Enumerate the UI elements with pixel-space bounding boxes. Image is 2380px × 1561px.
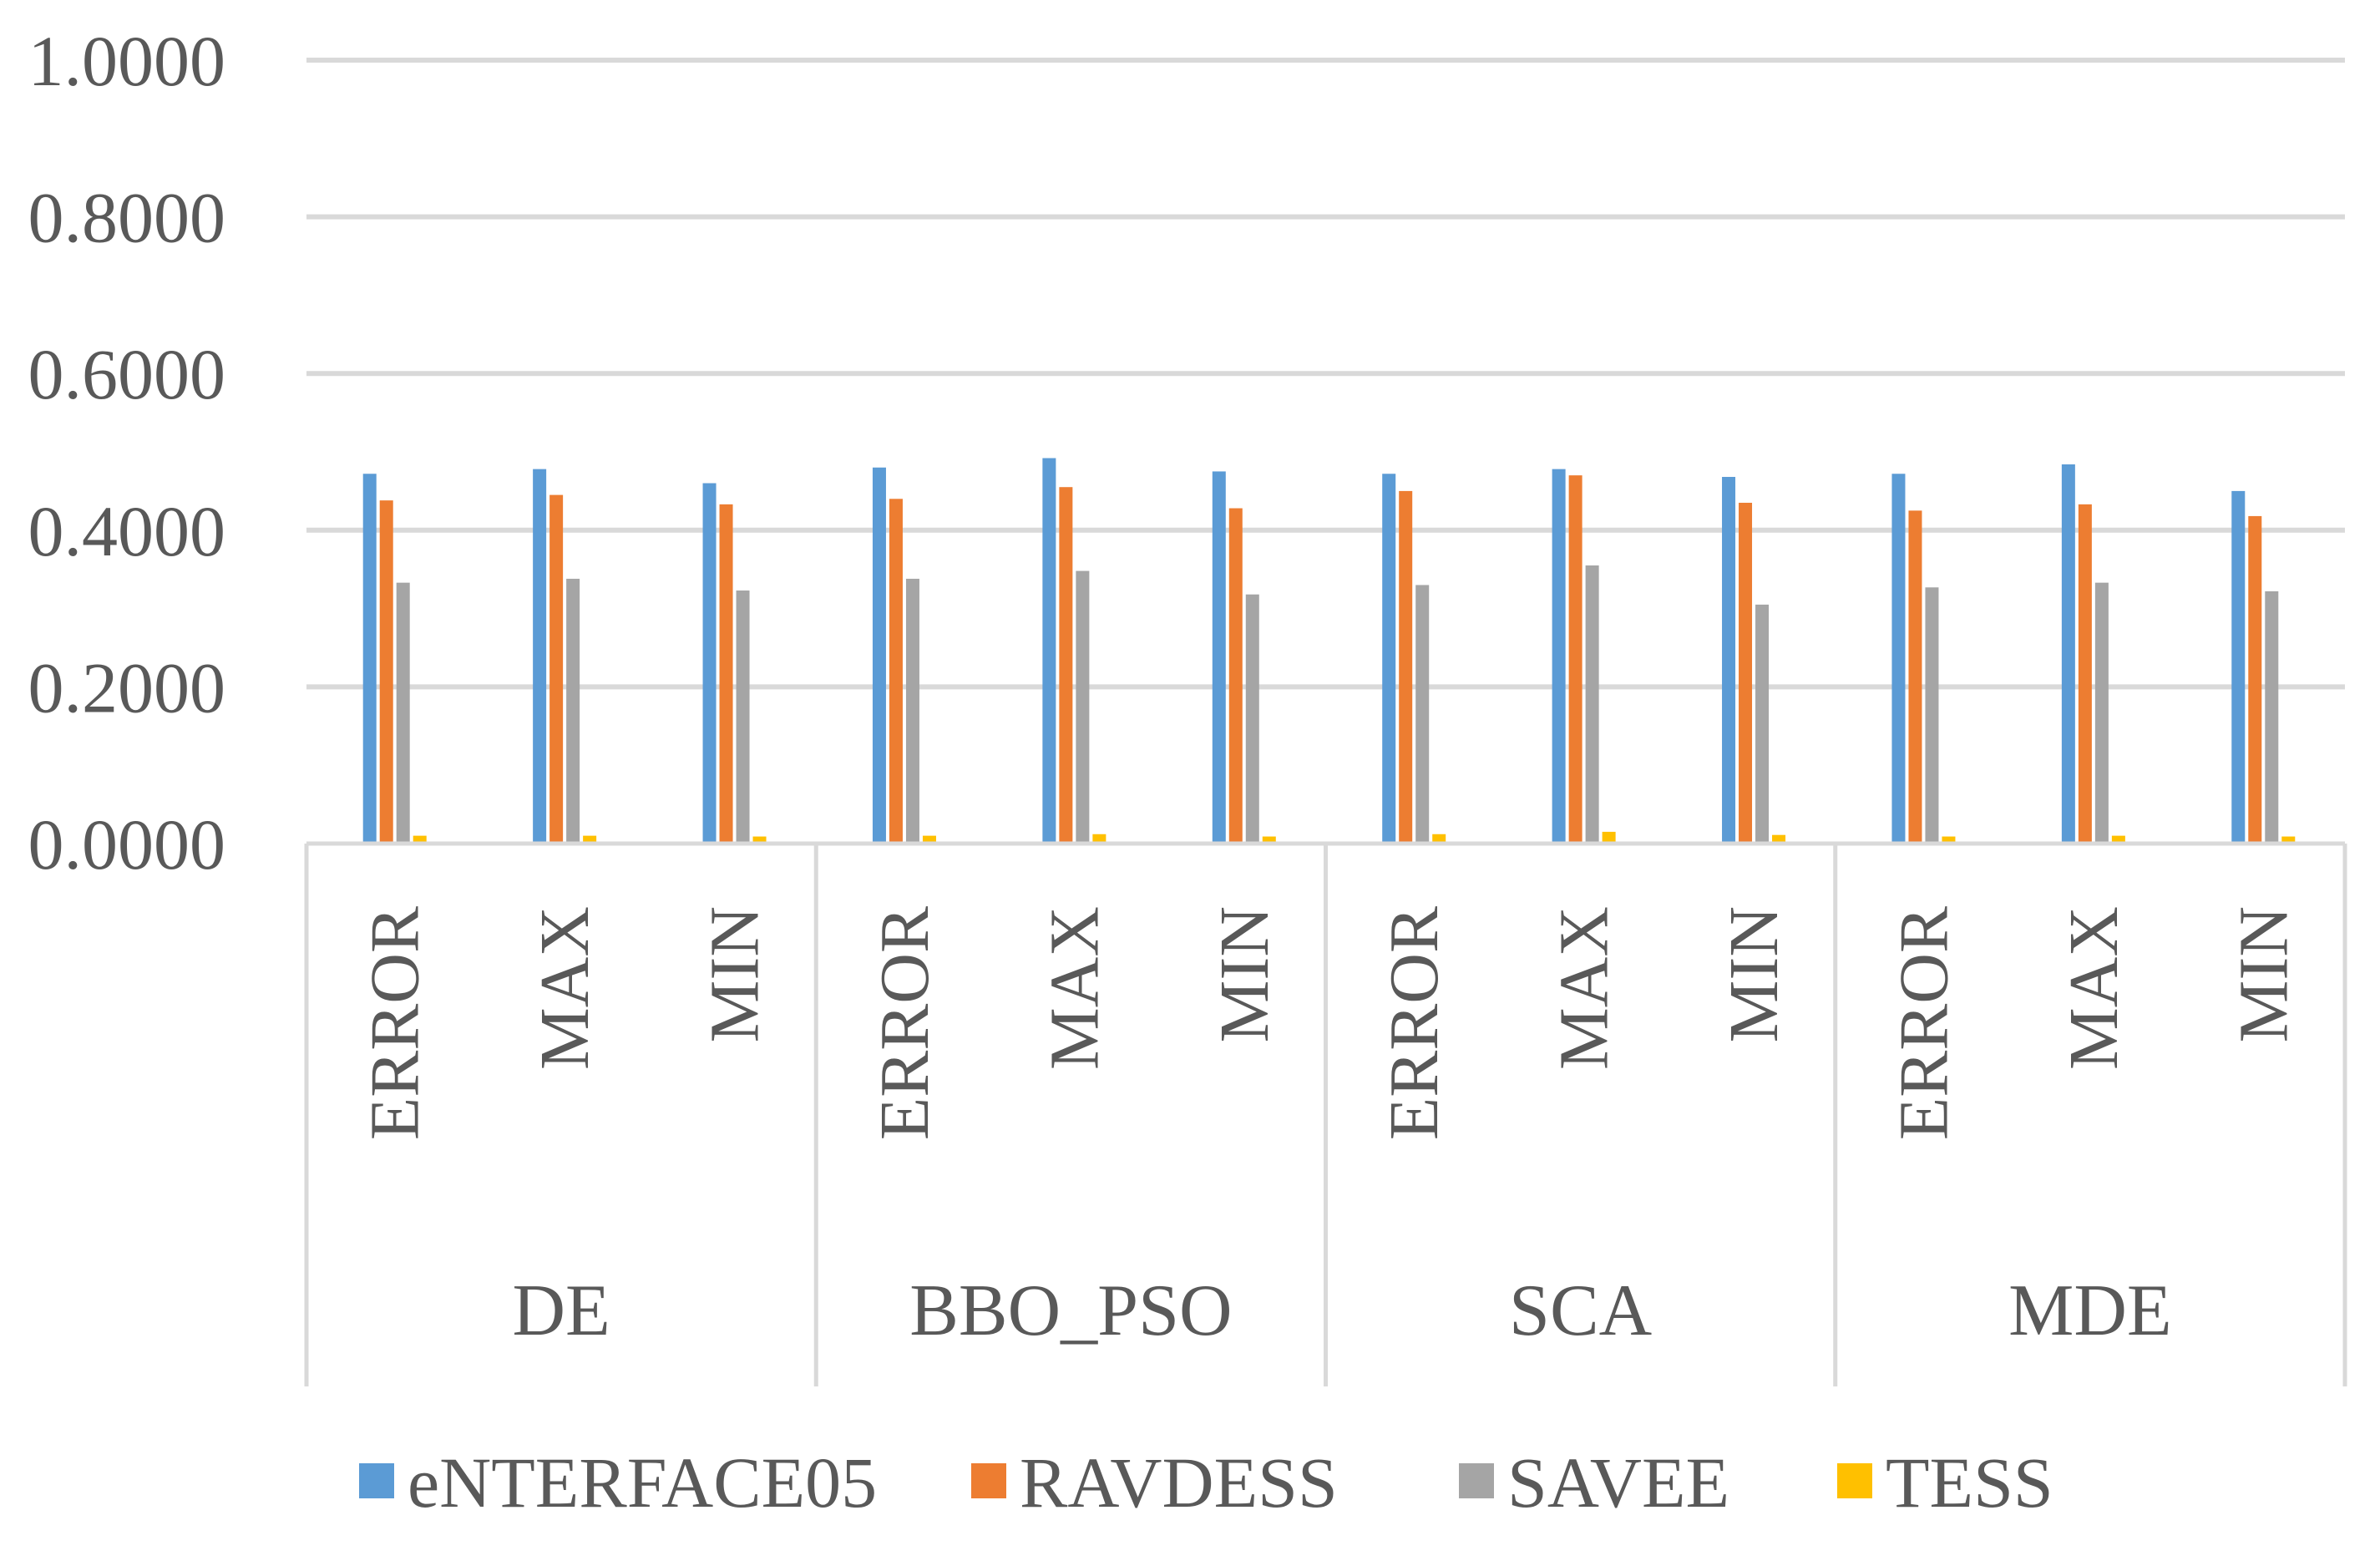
category-label: MAX [1546, 906, 1623, 1070]
bar-tess [1602, 831, 1616, 844]
legend-item: TESS [1837, 1442, 2053, 1523]
category-label: MAX [1036, 906, 1113, 1070]
bar-tess [1772, 834, 1786, 844]
bar-enterface05 [2061, 464, 2075, 844]
bar-tess [413, 835, 427, 844]
bar-enterface05 [2231, 490, 2246, 844]
bar-ravdess [1908, 510, 1922, 844]
category-label: ERROR [357, 906, 434, 1140]
legend-swatch [1459, 1463, 1494, 1498]
bar-savee [566, 578, 580, 844]
bar-savee [905, 578, 919, 844]
bar-tess [1262, 836, 1276, 844]
bar-ravdess [719, 504, 733, 844]
category-label: MIN [1206, 906, 1284, 1042]
bar-savee [396, 582, 410, 844]
bar-savee [1076, 570, 1090, 844]
group-label: BBO_PSO [909, 1270, 1232, 1351]
bar-enterface05 [362, 474, 377, 844]
bar-savee [1415, 585, 1430, 844]
category-label: ERROR [1375, 906, 1453, 1140]
bar-tess [2281, 836, 2296, 844]
legend-label: RAVDESS [1020, 1442, 1338, 1523]
bar-tess [1092, 834, 1106, 844]
legend-label: eNTERFACE05 [408, 1442, 877, 1523]
bar-savee [2094, 582, 2109, 844]
bars [362, 458, 2296, 844]
bar-ravdess [1739, 502, 1753, 844]
bar-savee [1755, 604, 1770, 844]
legend-swatch [971, 1463, 1006, 1498]
x-axis: ERROR MAX MIN ERROR MAX MIN ERROR MAX MIN ERROR MA… [304, 841, 2347, 1386]
bar-enterface05 [533, 469, 547, 844]
legend-label: TESS [1886, 1442, 2053, 1523]
bar-ravdess [549, 494, 564, 844]
legend-item: eNTERFACE05 [359, 1442, 877, 1523]
bar-ravdess [379, 500, 393, 844]
legend-swatch [359, 1463, 394, 1498]
category-label: MAX [2055, 906, 2133, 1070]
y-tick-label: 0.0000 [28, 804, 226, 884]
bar-enterface05 [702, 483, 717, 844]
y-tick-label: 0.2000 [28, 647, 226, 727]
bar-ravdess [1228, 508, 1243, 844]
bar-enterface05 [1042, 458, 1056, 844]
y-tick-label: 1.0000 [28, 21, 226, 101]
legend-swatch [1837, 1463, 1872, 1498]
y-tick-label: 0.4000 [28, 491, 226, 571]
bar-tess [1942, 836, 1956, 844]
legend-label: SAVEE [1507, 1442, 1729, 1523]
y-tick-label: 0.6000 [28, 334, 226, 414]
category-label: MIN [1715, 906, 1793, 1042]
y-axis-ticks: 0.0000 0.2000 0.4000 0.6000 0.8000 1.0000 [28, 21, 226, 884]
bar-ravdess [889, 499, 903, 844]
bar-tess [2111, 835, 2125, 844]
bar-tess [1432, 834, 1446, 844]
legend: eNTERFACE05 RAVDESS SAVEE TESS [359, 1442, 2053, 1523]
bar-enterface05 [1212, 471, 1226, 844]
bar-ravdess [1399, 490, 1413, 844]
bar-ravdess [2248, 515, 2262, 844]
bar-enterface05 [1382, 474, 1396, 844]
category-label: ERROR [866, 906, 944, 1140]
bar-savee [1925, 587, 1939, 844]
category-label: MIN [696, 906, 774, 1042]
category-label: ERROR [1885, 906, 1962, 1140]
bar-ravdess [1059, 487, 1073, 844]
bar-enterface05 [872, 467, 886, 844]
bar-savee [2265, 590, 2279, 844]
legend-item: RAVDESS [971, 1442, 1338, 1523]
bar-tess [922, 835, 936, 844]
bar-enterface05 [1552, 469, 1566, 844]
group-label: DE [512, 1270, 610, 1351]
bar-ravdess [1568, 475, 1582, 844]
group-label: MDE [2008, 1270, 2172, 1351]
bar-tess [583, 835, 597, 844]
bar-tess [752, 836, 767, 844]
legend-item: SAVEE [1459, 1442, 1729, 1523]
y-tick-label: 0.8000 [28, 178, 226, 258]
gridlines [306, 58, 2345, 690]
bar-ravdess [2078, 504, 2092, 844]
bar-savee [1245, 594, 1259, 844]
bar-savee [1585, 565, 1599, 844]
bar-enterface05 [1891, 474, 1906, 844]
category-label: MAX [526, 906, 604, 1070]
bar-savee [736, 590, 750, 844]
category-label: MIN [2225, 906, 2302, 1042]
bar-enterface05 [1722, 477, 1736, 844]
group-label: SCA [1509, 1270, 1652, 1351]
